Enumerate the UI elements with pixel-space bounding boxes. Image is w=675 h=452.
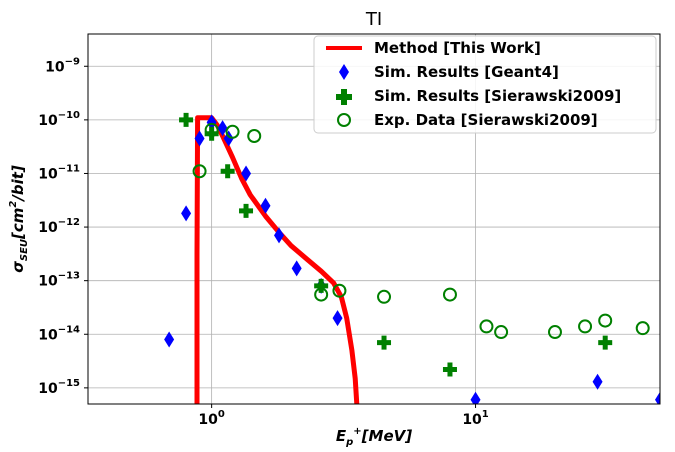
geant4-point [181, 205, 192, 222]
y-tick-label: 10−13 [38, 271, 80, 290]
y-tick-label: 10−10 [38, 110, 80, 129]
sierawski-exp-point [635, 321, 650, 336]
sierawski-sim-point [220, 164, 235, 179]
sierawski-sim-point [442, 362, 457, 377]
x-tick-labels: 100 101 [198, 404, 489, 428]
plot-frame [87, 33, 661, 405]
y-tick-label: 10−11 [38, 163, 80, 182]
chart-title: TI [365, 9, 382, 30]
sierawski-exp-point [377, 289, 392, 304]
geant4-point [241, 165, 252, 182]
legend-label-exp-sierawski: Exp. Data [Sierawski2009] [374, 111, 598, 129]
sierawski-exp-point [225, 124, 240, 139]
sierawski-exp-point [332, 283, 347, 298]
legend-diamond-sample [339, 64, 349, 80]
geant4-point [655, 391, 660, 404]
y-tick-label: 10−9 [45, 56, 80, 75]
geant4-point [291, 260, 302, 277]
sierawski-exp-point [494, 325, 509, 340]
geant4-point [592, 373, 603, 390]
sierawski-exp-point [479, 319, 494, 334]
legend: Method [This Work] Sim. Results [Geant4]… [313, 35, 657, 134]
legend-plus-sample [336, 89, 352, 105]
y-tick-labels: 10−9 10−10 10−11 10−12 10−13 10−14 10−15 [38, 56, 88, 397]
geant4-point [206, 114, 217, 131]
sierawski-sim-point [239, 203, 254, 218]
sierawski-exp-point [314, 287, 329, 302]
sierawski-exp-point [204, 122, 219, 137]
sierawski-exp-point [598, 313, 613, 328]
sierawski-sim-point [204, 126, 219, 141]
x-tick-label: 100 [198, 409, 224, 428]
legend-label-geant4: Sim. Results [Geant4] [374, 63, 559, 81]
x-tick-label: 101 [462, 409, 488, 428]
geant4-point [274, 227, 285, 244]
sierawski-exp-point [247, 129, 262, 144]
legend-label-sim-sierawski: Sim. Results [Sierawski2009] [374, 87, 621, 105]
y-tick-label: 10−12 [38, 217, 80, 236]
geant4-point [217, 120, 228, 137]
sierawski-sim-point [179, 112, 194, 127]
sierawski-sim-point [314, 278, 329, 293]
geant4-point [260, 197, 271, 214]
y-axis-label: σSEU[cm2/bit] [8, 165, 30, 273]
geant4-point [470, 391, 481, 404]
x-axis-label: Ep+[MeV] [336, 426, 412, 448]
legend-box [313, 35, 657, 134]
sierawski-exp-point [547, 325, 562, 340]
sierawski-exp-point [578, 319, 593, 334]
legend-label-method: Method [This Work] [374, 39, 541, 57]
y-tick-label: 10−14 [38, 324, 80, 343]
series-layer [164, 112, 660, 404]
geant4-point [194, 130, 205, 147]
sierawski-sim-point [377, 335, 392, 350]
sierawski-sim-point [598, 335, 613, 350]
geant4-point [332, 310, 343, 327]
y-tick-label: 10−15 [38, 378, 80, 397]
sierawski-exp-point [192, 164, 207, 179]
sierawski-exp-point [442, 287, 457, 302]
geant4-point [164, 331, 175, 348]
legend-circle-sample [337, 113, 351, 127]
